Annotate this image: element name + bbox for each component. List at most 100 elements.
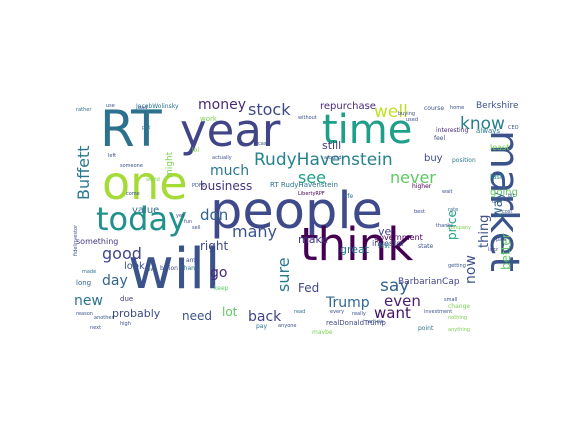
word: think [300,218,414,271]
word: value [132,205,160,216]
word: anyone [278,323,297,329]
word: come [126,191,140,197]
word: small [444,297,458,303]
word: next [90,325,102,331]
word: probably [112,307,161,320]
word: state [418,243,434,250]
word: cash [258,141,270,147]
word: people [210,182,383,241]
word: around [324,155,342,161]
word: PDFS [192,183,205,189]
word: due [120,295,134,303]
word: actually [212,155,232,161]
word: RT [100,100,162,158]
word: reason [76,311,93,317]
word: investment [424,309,453,315]
word: without [298,115,317,121]
word: used [406,117,419,123]
word: rather [76,107,92,113]
word: another [94,315,114,321]
word: will [128,237,221,302]
word: rate [448,207,459,213]
word: never [390,168,436,187]
word: don [200,206,229,224]
word: company [448,225,472,231]
word: lazz [488,247,498,253]
word: getting [448,263,466,269]
word: going [490,187,518,198]
word: work [200,115,217,123]
word: might [165,151,175,178]
word: today [96,200,187,238]
word: go [210,265,228,281]
word: old [492,199,500,205]
word: best [414,209,425,215]
word: business [200,179,253,193]
word: JacobWolinsky [136,103,179,110]
word: stock [248,100,291,119]
word: RT RudyHavenstein [270,181,338,189]
word: sure [274,257,293,292]
word: something [76,237,119,246]
word: even [384,292,421,310]
word: thanks [436,223,453,229]
word: someone [120,163,143,169]
word: put [142,125,151,131]
word: life [344,193,354,200]
word: change [448,303,471,310]
word: nothing [448,315,468,321]
word: low [146,267,155,273]
word: part [496,237,507,243]
word: realDonaldTrump [326,319,386,327]
word: least [490,143,510,152]
word: keep [214,285,229,292]
word-cloud: people will RT year time one think marke… [72,98,520,334]
word: Fed [298,281,320,295]
word: money [198,98,246,113]
word: right [200,239,229,253]
word: want [374,304,411,322]
word: last [490,173,503,181]
word: bad [138,105,148,111]
word: ve [378,225,392,238]
word: good [102,244,142,263]
word: article [368,319,384,325]
word: maybe [312,329,333,335]
word: pay [256,323,268,330]
word: see [298,168,327,187]
word: year [180,104,281,157]
word: time [322,107,413,153]
word: first [378,243,390,250]
word: say [380,276,410,296]
word: position [452,157,476,164]
word: higher [412,183,432,190]
word: use [106,103,115,109]
word: point [418,325,434,332]
word: need [182,309,212,323]
word: world [146,177,160,183]
word: fidelinvestor [73,224,79,256]
word: day [102,273,128,289]
word: anything [448,327,471,333]
word: read [294,309,306,315]
word: investor [372,239,405,248]
word: back [248,309,282,325]
word: yes [176,213,185,219]
word: thing [477,214,492,248]
word: course [424,105,445,112]
word: look [124,261,145,272]
word: well [374,102,408,122]
word: billion [160,265,178,272]
word: one [102,156,188,210]
word: made [82,269,97,275]
word: cost [502,209,513,215]
word: high [120,321,131,327]
word: really [352,311,366,317]
word: interesting [436,127,469,134]
word: many [232,222,277,241]
word: BarbarianCap [398,277,460,287]
word: RudyHavenstein [254,150,393,170]
word: always [476,127,501,135]
word: now [463,255,479,284]
word: still [322,139,342,152]
